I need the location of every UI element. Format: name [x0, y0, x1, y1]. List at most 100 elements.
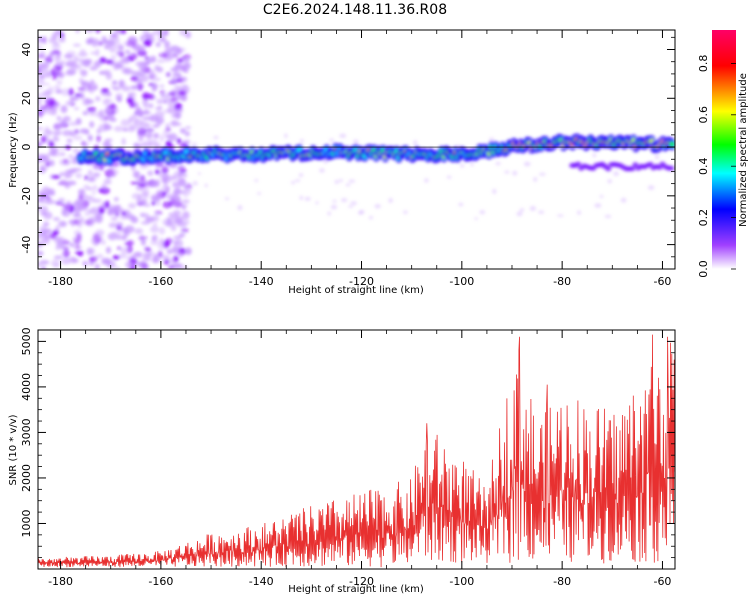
noise-cell — [42, 233, 49, 241]
noise-cell — [60, 60, 66, 65]
noise-cell — [75, 198, 84, 207]
noise-cell — [330, 204, 338, 210]
noise-cell — [176, 138, 182, 144]
noise-cell — [124, 49, 131, 55]
noise-cell — [141, 189, 150, 196]
ridge-band — [76, 133, 675, 172]
noise-cell — [339, 133, 347, 138]
spectrogram-y-label: Frequency (Hz) — [8, 112, 19, 188]
noise-cell — [613, 171, 620, 177]
noise-cell — [88, 110, 97, 117]
y-tick-label: 0 — [20, 144, 33, 151]
noise-cell — [42, 36, 47, 44]
noise-cell — [175, 238, 181, 242]
noise-cell — [120, 30, 127, 35]
noise-cell — [110, 216, 118, 222]
noise-cell — [72, 213, 82, 218]
noise-cell — [120, 234, 127, 241]
noise-cell — [133, 142, 140, 150]
noise-cell — [178, 178, 186, 187]
noise-cell — [141, 61, 149, 67]
noise-cell — [163, 259, 170, 265]
noise-cell — [41, 135, 47, 144]
noise-cell — [142, 92, 151, 100]
noise-cell — [69, 101, 76, 107]
noise-cell — [89, 121, 95, 128]
noise-cell — [176, 58, 184, 63]
noise-cell — [131, 164, 136, 172]
noise-cell — [388, 197, 393, 204]
x-tick-label: -120 — [349, 575, 374, 588]
spectrogram-x-axis: -180 -160 -140 -120 -100 -80 -60 — [48, 30, 671, 288]
noise-cell — [495, 161, 501, 166]
noise-cell — [130, 75, 139, 82]
noise-cell — [174, 102, 183, 110]
noise-cell — [102, 98, 110, 106]
noise-cell — [44, 56, 54, 64]
noise-cell — [58, 36, 66, 43]
noise-cell — [128, 202, 137, 209]
noise-cell — [84, 175, 89, 181]
noise-cell — [66, 204, 71, 212]
noise-cell — [59, 146, 66, 150]
noise-cell — [73, 218, 82, 226]
noise-cell — [61, 251, 68, 256]
noise-cell — [454, 144, 461, 148]
noise-cell — [46, 188, 56, 196]
noise-cell — [95, 30, 101, 34]
noise-cell — [113, 30, 121, 33]
ridge-cell — [647, 161, 654, 167]
noise-cell — [106, 260, 116, 269]
noise-cell — [298, 173, 304, 178]
noise-cell — [150, 73, 157, 78]
noise-cell — [65, 70, 75, 76]
noise-cell — [123, 68, 134, 75]
y-tick-label: -20 — [20, 187, 33, 205]
noise-cell — [60, 105, 68, 114]
noise-cell — [173, 187, 182, 195]
noise-cell — [73, 55, 79, 63]
noise-cell — [156, 59, 166, 64]
noise-cell — [446, 175, 452, 179]
noise-cell — [350, 201, 357, 206]
noise-cell — [130, 181, 141, 185]
noise-cell — [95, 48, 100, 57]
noise-cell — [117, 246, 122, 250]
noise-cell — [38, 127, 44, 131]
noise-cell — [143, 203, 151, 207]
colorbar-gradient — [712, 30, 736, 269]
noise-cell — [197, 172, 201, 175]
noise-cell — [237, 205, 243, 211]
ridge-cell — [629, 166, 636, 172]
y-tick-label: 5000 — [20, 327, 33, 355]
x-tick-label: -60 — [653, 275, 671, 288]
noise-cell — [38, 140, 44, 148]
noise-cell — [178, 96, 186, 100]
noise-cell — [68, 168, 78, 174]
noise-cell — [184, 131, 190, 137]
noise-cell — [144, 56, 149, 60]
noise-cell — [59, 221, 67, 227]
noise-cell — [152, 55, 157, 63]
noise-cell — [157, 35, 164, 43]
noise-cell — [224, 197, 230, 200]
noise-cell — [101, 36, 107, 42]
noise-cell — [322, 158, 329, 164]
noise-cell — [178, 90, 187, 96]
noise-cell — [54, 31, 61, 36]
noise-cell — [294, 179, 301, 182]
noise-cell — [51, 43, 61, 50]
noise-cell — [91, 62, 101, 69]
noise-cell — [118, 80, 126, 88]
noise-cell — [39, 193, 47, 201]
noise-cell — [87, 169, 93, 177]
noise-cell — [53, 217, 60, 222]
noise-cell — [158, 227, 166, 235]
noise-cell — [118, 45, 124, 51]
noise-cell — [72, 43, 81, 47]
noise-cell — [413, 140, 418, 145]
noise-cell — [620, 197, 627, 203]
noise-cell — [44, 102, 55, 110]
noise-cell — [65, 144, 71, 150]
